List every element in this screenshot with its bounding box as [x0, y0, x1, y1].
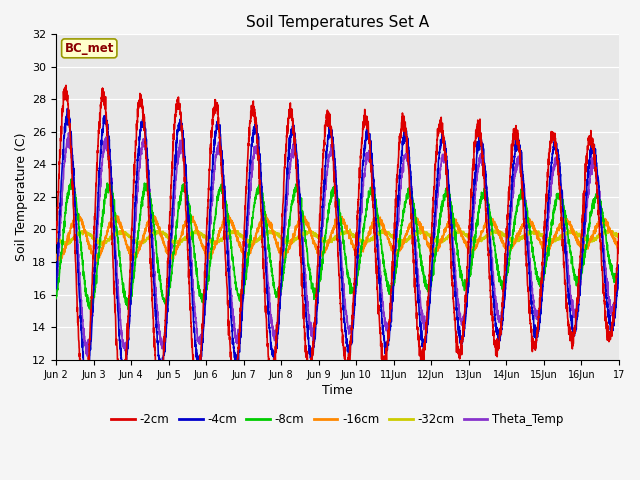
- Title: Soil Temperatures Set A: Soil Temperatures Set A: [246, 15, 429, 30]
- Text: BC_met: BC_met: [65, 42, 114, 55]
- Y-axis label: Soil Temperature (C): Soil Temperature (C): [15, 132, 28, 261]
- X-axis label: Time: Time: [322, 384, 353, 396]
- Legend: -2cm, -4cm, -8cm, -16cm, -32cm, Theta_Temp: -2cm, -4cm, -8cm, -16cm, -32cm, Theta_Te…: [107, 408, 568, 431]
